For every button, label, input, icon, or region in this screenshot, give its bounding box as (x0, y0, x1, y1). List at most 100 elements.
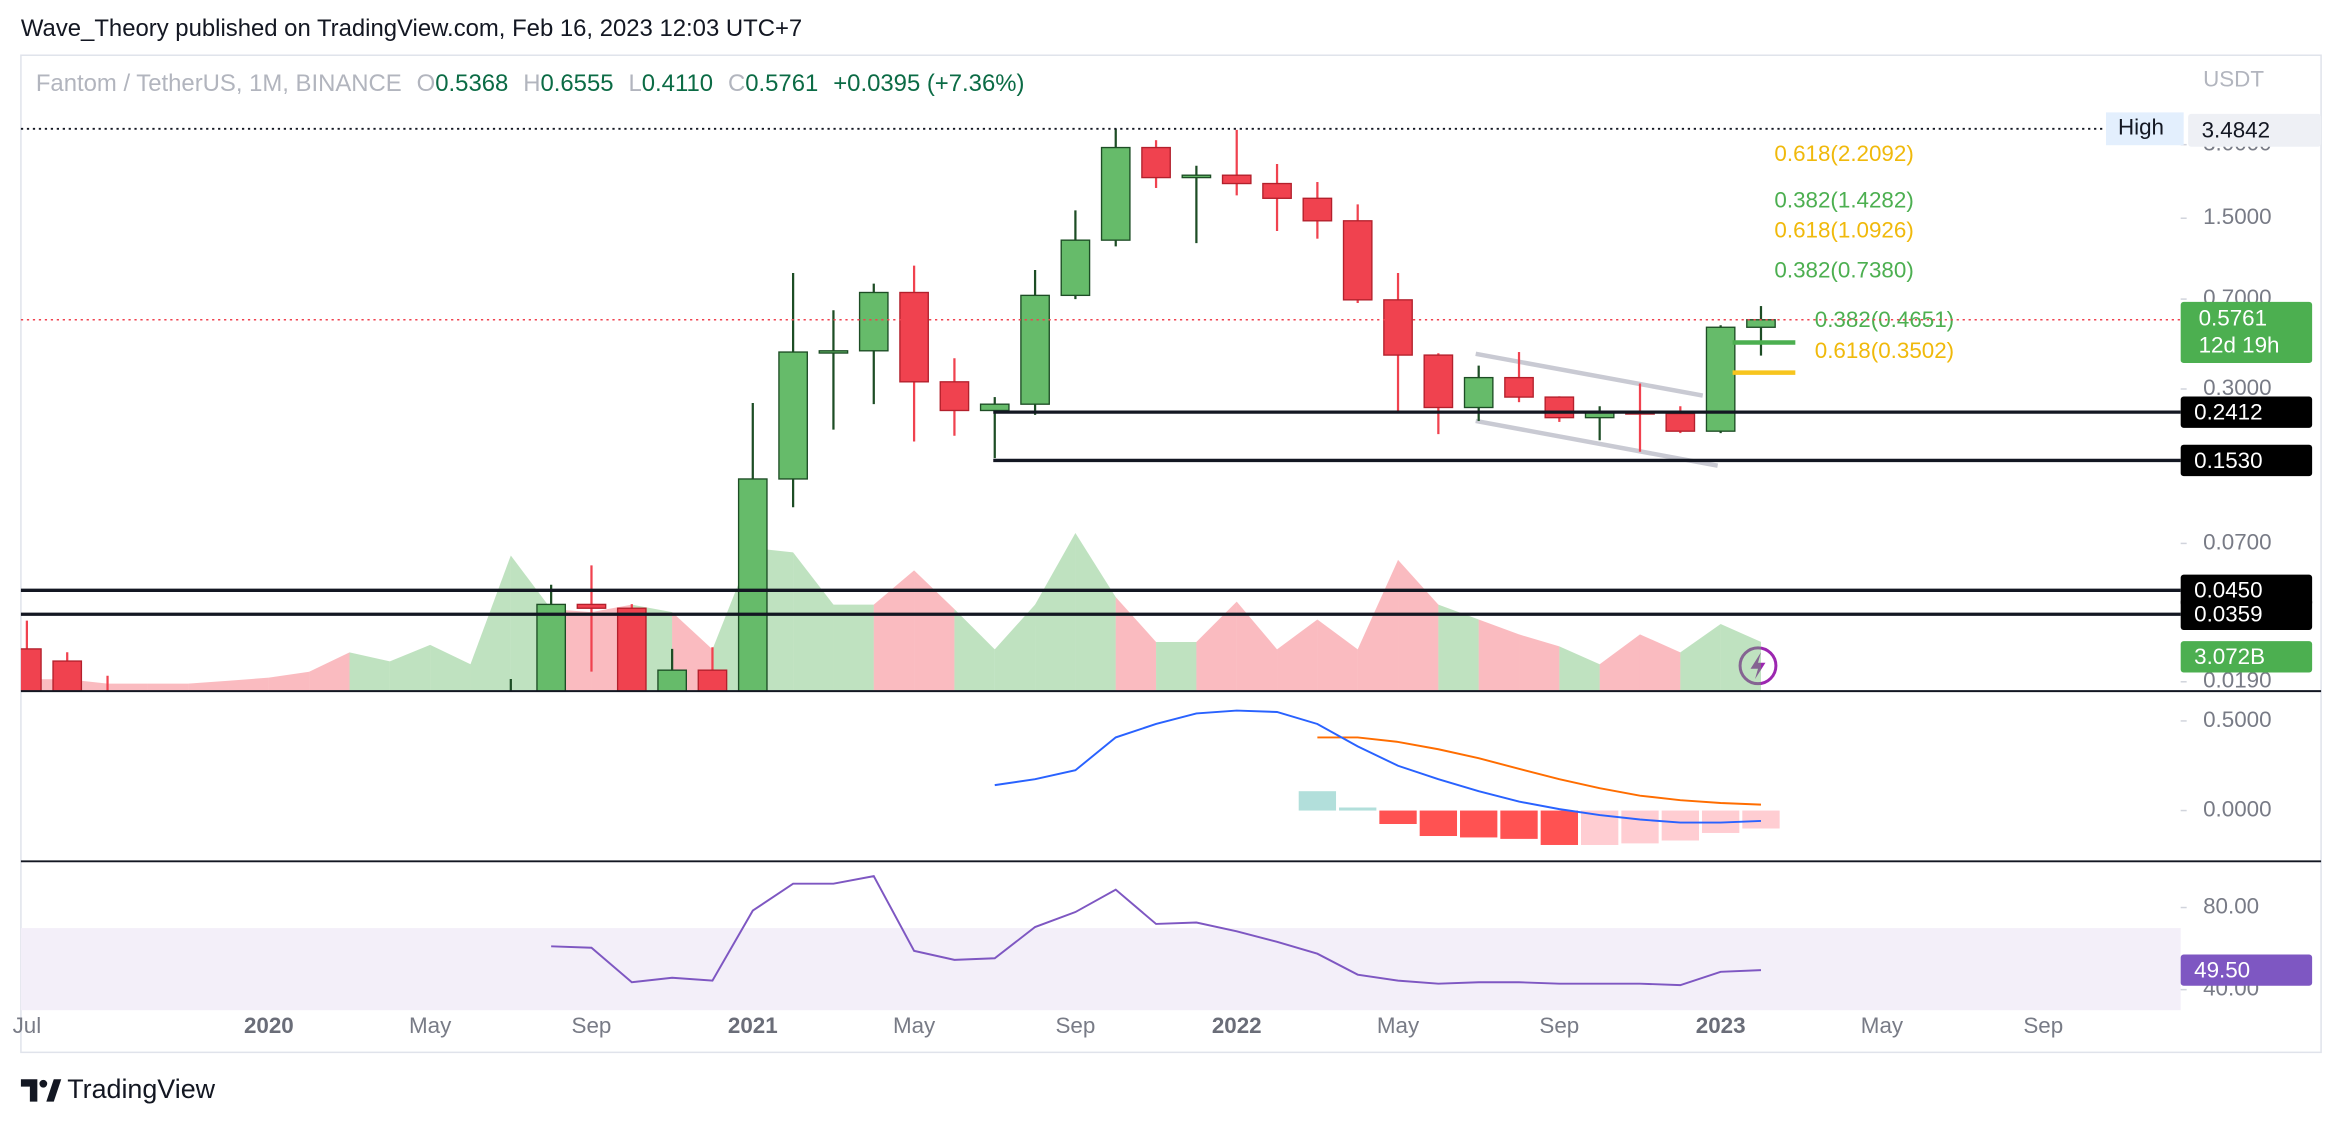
volume-area (1438, 604, 1479, 692)
countdown-label: 12d 19h (2199, 333, 2280, 358)
candle-body (1020, 294, 1050, 405)
candle-body (616, 607, 647, 692)
volume-label-box (2180, 641, 2313, 673)
volume-area (954, 609, 995, 692)
candle-body (1504, 376, 1534, 398)
volume-area (1236, 601, 1278, 692)
candle-body (899, 291, 929, 383)
volume-label: 3.072B (2194, 644, 2265, 669)
volume-area (1559, 646, 1600, 692)
last-price-label: 0.5761 (2199, 306, 2267, 331)
x-tick-label: Sep (1539, 1013, 1579, 1038)
ohlc-key: H (523, 70, 540, 97)
volume-area (1357, 559, 1399, 692)
x-tick-label: 2023 (1696, 1013, 1746, 1038)
volume-area (309, 652, 350, 692)
volume-area (793, 552, 834, 692)
publish-header: Wave_Theory published on TradingView.com… (21, 15, 802, 42)
fib-label: 0.618(0.3502) (1815, 338, 1954, 363)
ohlc-key: O (417, 70, 436, 97)
macd-histogram-bar (1500, 810, 1538, 839)
level-label: 0.2412 (2194, 400, 2262, 425)
level-label-box (2180, 396, 2313, 428)
volume-area (1720, 624, 1761, 692)
lightning-icon[interactable] (1738, 646, 1778, 686)
volume-area (1196, 601, 1237, 692)
x-tick-label: Sep (1055, 1013, 1095, 1038)
x-tick-label: 2022 (1212, 1013, 1262, 1038)
volume-area (1478, 619, 1520, 692)
price-change: +0.0395 (+7.36%) (833, 70, 1024, 97)
candle-body (939, 381, 970, 412)
candle-body (1544, 396, 1575, 419)
candle-body (979, 403, 1010, 412)
candle-body (1302, 197, 1333, 222)
y-tick-label: 1.5000 (2203, 204, 2271, 229)
volume-area (1519, 634, 1560, 692)
volume-area (873, 570, 915, 692)
y-tick-label: 0.0700 (2203, 529, 2271, 554)
icon-bolt[interactable] (1750, 652, 1766, 680)
candle-body (818, 350, 849, 354)
x-tick-label: May (1377, 1013, 1420, 1038)
candle-body (1746, 319, 1776, 328)
volume-area (1075, 533, 1116, 692)
volume-area (1115, 597, 1157, 692)
macd-histogram-bar (1661, 810, 1699, 841)
volume-area (349, 652, 390, 692)
y-tick-label: 0.3000 (2203, 375, 2271, 400)
volume-area (1035, 533, 1076, 692)
level-label-box (2180, 574, 2313, 606)
rsi-line (551, 875, 1762, 987)
volume-area (1156, 641, 1197, 692)
candle-body (1100, 146, 1131, 241)
candle-body (1342, 220, 1373, 301)
volume-area (228, 677, 269, 692)
macd-histogram-bar (1339, 807, 1377, 811)
candle-body (1423, 354, 1454, 409)
rsi-tick-label: 80.00 (2203, 893, 2259, 918)
fib-label: 0.382(1.4282) (1774, 187, 1913, 212)
macd-histogram-bar (1419, 810, 1458, 837)
x-tick-label: May (409, 1013, 452, 1038)
candle-body (1060, 239, 1091, 297)
volume-area (1277, 619, 1318, 692)
footer-brand: TradingView (67, 1074, 215, 1104)
x-tick-label: Jul (13, 1013, 42, 1038)
fib-label: 0.618(1.0926) (1774, 217, 1913, 242)
rsi-label: 49.50 (2194, 958, 2250, 983)
macd-histogram-bar (1540, 810, 1579, 845)
volume-area (430, 644, 471, 692)
last-price-box (2180, 301, 2313, 364)
x-tick-label: 2020 (244, 1013, 294, 1038)
candle-body (858, 291, 889, 352)
chart-frame (20, 54, 2322, 1054)
volume-area (268, 671, 310, 692)
candle-body (1383, 299, 1413, 356)
logo-part (46, 1079, 62, 1102)
candle-body (1181, 174, 1212, 179)
fib-label: 0.382(0.7380) (1774, 258, 1913, 283)
volume-area (188, 680, 229, 692)
macd-histogram-bar (1460, 810, 1498, 838)
macd-histogram-bar (1298, 791, 1337, 811)
volume-area (1398, 559, 1439, 692)
channel-lower (1475, 418, 1719, 468)
candle-body (657, 669, 687, 692)
ohlc-value: 0.4110 (642, 70, 713, 97)
volume-area (107, 683, 148, 692)
candle-body (576, 603, 607, 609)
rsi-band (20, 928, 2181, 1011)
volume-area (1599, 634, 1640, 692)
volume-area (147, 683, 189, 692)
x-tick-label: May (893, 1013, 936, 1038)
candle-body (1665, 412, 1696, 432)
x-tick-label: Sep (2023, 1013, 2063, 1038)
fib-label: 0.618(2.2092) (1774, 141, 1913, 166)
price-unit: USDT (2203, 67, 2264, 92)
level-label: 0.0450 (2194, 578, 2262, 603)
macd-tick-label: 0.5000 (2203, 707, 2271, 732)
tv-logo (20, 1079, 62, 1102)
volume-area (914, 570, 955, 692)
channel-upper (1475, 351, 1704, 398)
